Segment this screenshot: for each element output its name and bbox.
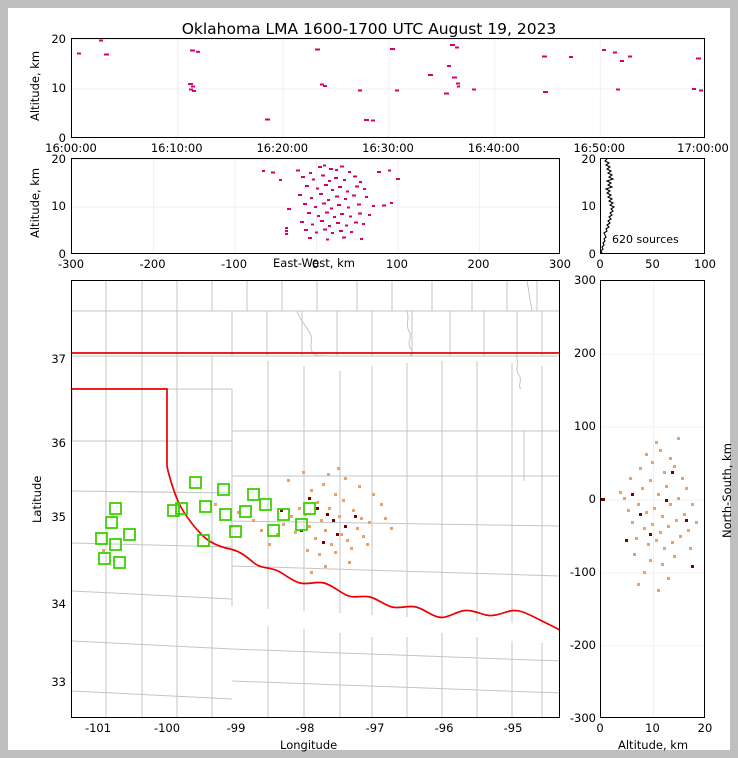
tick-ns-300: 300 bbox=[574, 273, 596, 287]
tick-p3-y-0: 0 bbox=[588, 247, 596, 261]
axis-label-p5-northsouth: North-South, km bbox=[720, 443, 734, 538]
panel-altitude-northsouth[interactable] bbox=[600, 280, 705, 718]
tick-p1-x-6: 17:00:00 bbox=[677, 141, 729, 155]
tick-ns-m100: -100 bbox=[569, 565, 596, 579]
panel-time-altitude-plot bbox=[72, 39, 704, 137]
axis-label-p2-eastwest: East-West, km bbox=[273, 256, 355, 270]
tick-p3-y-20: 20 bbox=[581, 152, 596, 166]
tick-map-x-2: -99 bbox=[226, 721, 246, 735]
tick-p1-y-0: 0 bbox=[58, 131, 66, 145]
source-count-annotation: 620 sources bbox=[612, 233, 679, 246]
tick-p1-x-0: 16:00:00 bbox=[45, 141, 97, 155]
panel-map-plot bbox=[72, 281, 559, 717]
panel-eastwest-altitude-plot bbox=[72, 159, 559, 253]
tick-p2-x-5: 200 bbox=[467, 257, 490, 271]
tick-p5-x-10: 10 bbox=[645, 721, 660, 735]
axis-label-map-longitude: Longitude bbox=[280, 738, 338, 752]
tick-ns-m200: -200 bbox=[569, 638, 596, 652]
tick-p2-x-3: 0 bbox=[311, 257, 320, 271]
altitude-histogram-profile bbox=[601, 159, 616, 253]
tick-map-x-0: -101 bbox=[84, 721, 112, 735]
tick-p3-x-0: 0 bbox=[596, 257, 604, 271]
tick-map-x-6: -95 bbox=[503, 721, 523, 735]
eastwest-altitude-scatter bbox=[72, 159, 559, 253]
tick-p1-x-2: 16:20:00 bbox=[256, 141, 309, 155]
axis-label-p2-altitude: Altitude, km bbox=[28, 167, 42, 238]
axis-label-p1-altitude: Altitude, km bbox=[28, 50, 42, 121]
altitude-northsouth-scatter bbox=[601, 281, 704, 717]
panel-time-altitude[interactable] bbox=[71, 38, 705, 138]
panel-altitude-northsouth-plot bbox=[601, 281, 704, 717]
tick-p2-x-4: 100 bbox=[386, 257, 408, 271]
tick-map-x-5: -96 bbox=[434, 721, 454, 735]
tick-p5-x-0: 0 bbox=[596, 721, 604, 735]
county-boundaries bbox=[72, 281, 559, 717]
tick-p2-x-6: 300 bbox=[549, 257, 571, 271]
tick-ns-0: 0 bbox=[588, 492, 596, 506]
tick-p1-y-20: 20 bbox=[51, 32, 66, 46]
tick-map-x-3: -98 bbox=[295, 721, 315, 735]
tick-p2-x-0: -300 bbox=[57, 257, 85, 271]
tick-map-y-34: 34 bbox=[51, 597, 66, 611]
state-boundary-oklahoma bbox=[72, 352, 559, 631]
lma-station-markers bbox=[95, 476, 316, 569]
axis-label-p5-altitude: Altitude, km bbox=[618, 738, 689, 752]
tick-p2-x-2: -100 bbox=[220, 257, 248, 271]
oklahoma-map bbox=[72, 281, 559, 717]
tick-p5-x-20: 20 bbox=[697, 721, 713, 735]
figure-canvas: Oklahoma LMA 1600-1700 UTC August 19, 20… bbox=[8, 8, 734, 752]
tick-map-y-35: 35 bbox=[51, 510, 66, 524]
panel-eastwest-altitude[interactable] bbox=[71, 158, 560, 254]
tick-p3-x-100: 100 bbox=[694, 257, 716, 271]
tick-ns-200: 200 bbox=[574, 346, 596, 360]
panel-altitude-histogram-plot bbox=[601, 159, 704, 253]
tick-map-y-33: 33 bbox=[51, 675, 66, 689]
tick-ns-100: 100 bbox=[574, 419, 596, 433]
axis-label-map-latitude: Latitude bbox=[30, 475, 44, 523]
tick-map-y-37: 37 bbox=[51, 352, 66, 366]
tick-p3-x-50: 50 bbox=[645, 257, 660, 271]
tick-p2-y-0: 0 bbox=[58, 247, 66, 261]
tick-map-x-4: -97 bbox=[365, 721, 385, 735]
tick-p1-x-3: 16:30:00 bbox=[362, 141, 414, 155]
tick-ns-m300: -300 bbox=[569, 711, 596, 725]
tick-p1-x-5: 16:50:00 bbox=[573, 141, 626, 155]
tick-p1-x-1: 16:10:00 bbox=[150, 141, 203, 155]
time-altitude-scatter bbox=[72, 39, 704, 137]
figure-title: Oklahoma LMA 1600-1700 UTC August 19, 20… bbox=[181, 20, 557, 38]
tick-p1-x-4: 16:40:00 bbox=[467, 141, 520, 155]
tick-p2-x-1: -200 bbox=[139, 257, 166, 271]
tick-p1-y-10: 10 bbox=[51, 81, 66, 95]
tick-map-x-1: -100 bbox=[153, 721, 181, 735]
tick-p3-y-10: 10 bbox=[581, 199, 596, 213]
panel-altitude-histogram[interactable] bbox=[600, 158, 705, 254]
panel-map[interactable] bbox=[71, 280, 560, 718]
tick-map-y-36: 36 bbox=[51, 436, 66, 450]
tick-p2-y-20: 20 bbox=[51, 152, 66, 166]
tick-p2-y-10: 10 bbox=[51, 199, 66, 213]
